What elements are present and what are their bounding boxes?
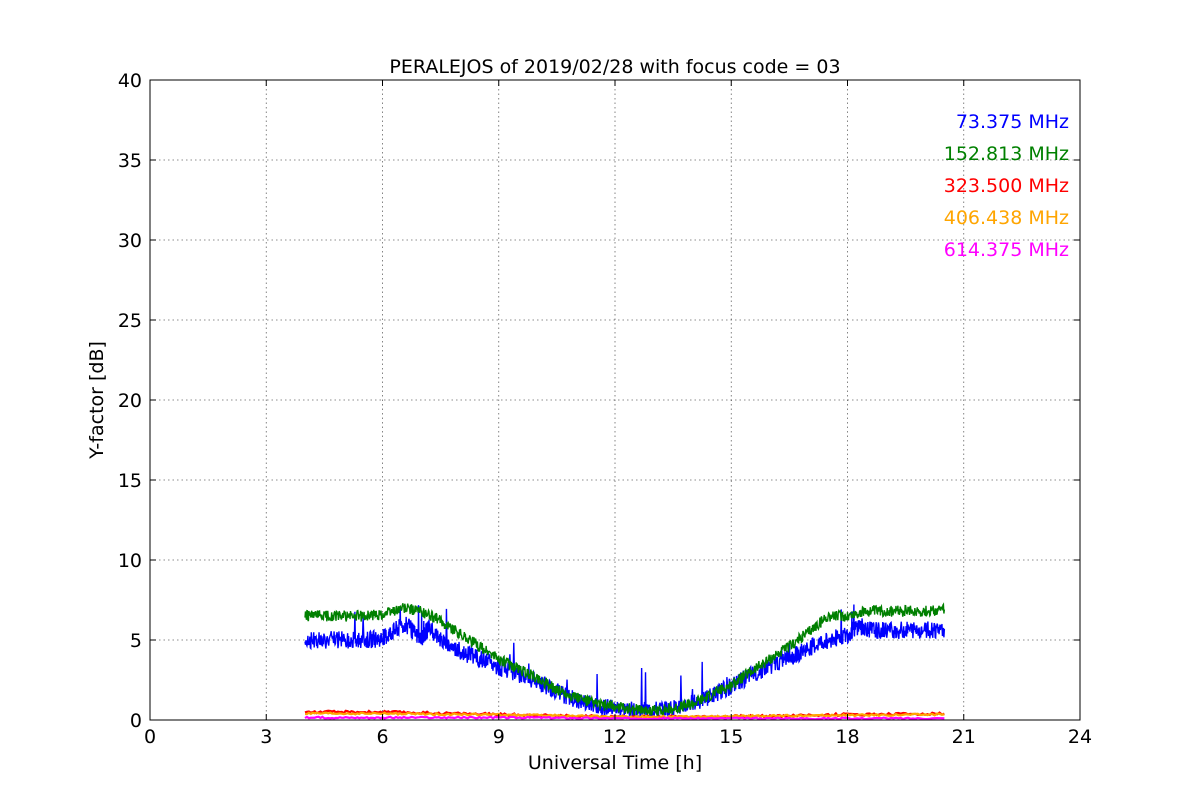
legend-entry-2: 152.813 MHz — [944, 143, 1069, 165]
y-tick-label: 5 — [130, 630, 142, 652]
grid — [150, 80, 1080, 720]
x-tick-label: 9 — [493, 726, 505, 748]
x-tick-label: 24 — [1068, 726, 1092, 748]
legend-entry-1: 73.375 MHz — [956, 111, 1069, 133]
y-tick-label: 0 — [130, 710, 142, 732]
y-tick-label: 40 — [118, 70, 142, 92]
x-tick-label: 12 — [603, 726, 627, 748]
legend-entry-5: 614.375 MHz — [944, 239, 1069, 261]
y-tick-label: 35 — [118, 150, 142, 172]
x-axis-label: Universal Time [h] — [528, 752, 702, 774]
y-axis-label: Y-factor [dB] — [86, 341, 108, 460]
series-line-5 — [304, 715, 945, 721]
y-tick-labels: 0 5 10 15 20 25 30 35 40 — [118, 70, 142, 732]
x-tick-label: 0 — [144, 726, 156, 748]
x-tick-label: 6 — [376, 726, 388, 748]
x-tick-label: 15 — [719, 726, 743, 748]
y-tick-label: 30 — [118, 230, 142, 252]
x-tick-labels: 0 3 6 9 12 15 18 21 24 — [144, 726, 1092, 748]
series-line-2 — [304, 602, 946, 717]
y-tick-label: 25 — [118, 310, 142, 332]
series-group — [304, 602, 946, 721]
x-tick-label: 3 — [260, 726, 272, 748]
series-line-1 — [304, 604, 946, 721]
ticks — [149, 79, 1081, 721]
chart-title: PERALEJOS of 2019/02/28 with focus code … — [389, 56, 840, 78]
legend: 73.375 MHz 152.813 MHz 323.500 MHz 406.438 … — [944, 111, 1069, 261]
y-tick-label: 15 — [118, 470, 142, 492]
y-tick-label: 10 — [118, 550, 142, 572]
x-tick-label: 18 — [835, 726, 859, 748]
legend-entry-4: 406.438 MHz — [944, 207, 1069, 229]
y-tick-label: 20 — [118, 390, 142, 412]
x-tick-label: 21 — [952, 726, 976, 748]
legend-entry-3: 323.500 MHz — [944, 175, 1069, 197]
